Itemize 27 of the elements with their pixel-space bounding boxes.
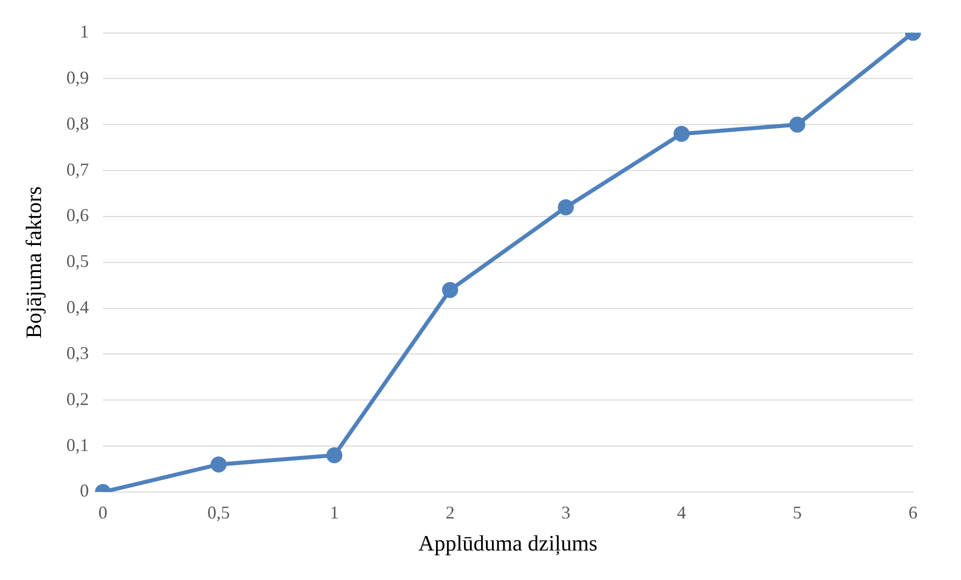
x-tick-label: 4 [677, 502, 686, 523]
y-tick-label: 0 [80, 480, 89, 501]
y-tick-label: 0,3 [66, 342, 89, 363]
x-tick-label: 2 [446, 502, 455, 523]
y-tick-label: 0,8 [66, 113, 89, 134]
point [674, 126, 690, 142]
x-axis-title: Applūduma dziļums [418, 530, 598, 556]
y-tick-label: 0,9 [66, 67, 89, 88]
y-tick-label: 0,4 [66, 297, 89, 318]
x-tick-label: 5 [792, 502, 802, 523]
point [326, 447, 342, 464]
point [789, 116, 806, 133]
y-tick-label: 0,1 [66, 434, 89, 455]
x-tick-label: 0 [98, 502, 108, 523]
y-tick-label: 0,6 [66, 205, 89, 226]
y-tick-label: 1 [80, 22, 89, 42]
x-tick-label: 0,5 [207, 502, 230, 523]
point [210, 456, 227, 472]
x-tick-label: 3 [561, 502, 570, 523]
y-tick-label: 0,7 [66, 159, 89, 180]
point [442, 282, 458, 298]
point [558, 199, 574, 216]
y-axis-title: Bojājuma faktors [20, 186, 46, 338]
x-tick-label: 1 [330, 502, 339, 523]
y-tick-label: 0,5 [66, 251, 89, 272]
y-tick-label: 0,2 [66, 388, 89, 409]
x-tick-label: 6 [908, 502, 918, 523]
